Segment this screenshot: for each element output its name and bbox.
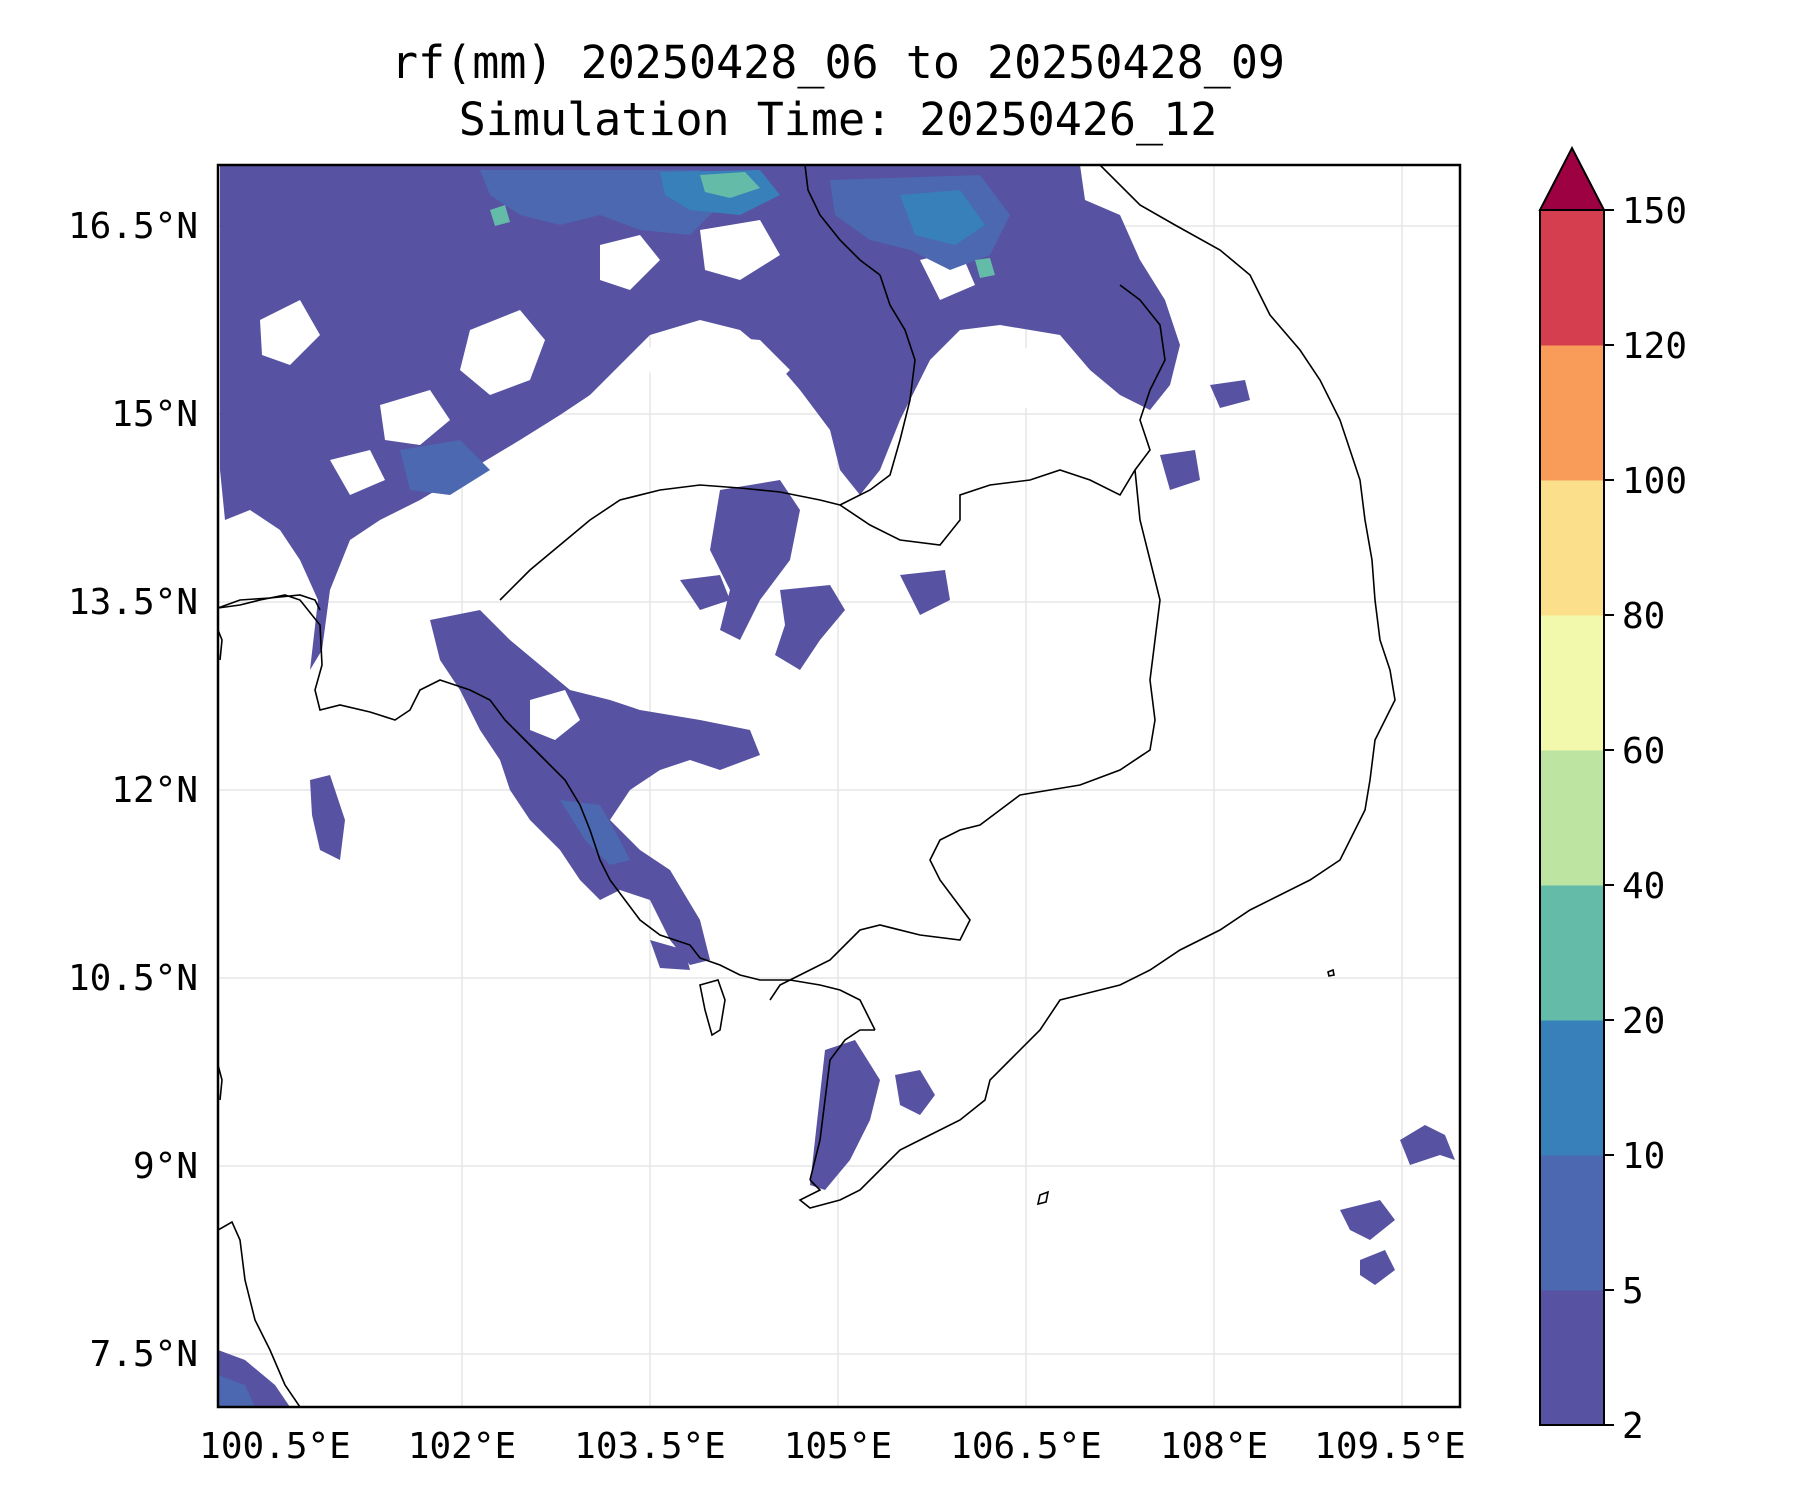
colorbar-frame <box>1539 209 1605 1426</box>
colorbar-tick-label-80: 80 <box>1622 596 1665 637</box>
lon-tick-label-109-5: 109.5°E <box>1314 1426 1466 1467</box>
colorbar-segment-2-5 <box>1540 1290 1604 1426</box>
rain-region-southwest-dark <box>560 800 630 865</box>
coastline-mekong-delta <box>798 989 1101 1209</box>
coastline-west-left-2 <box>218 1064 223 1101</box>
colorbar: 2 5 10 20 40 60 80 100 120 150 <box>1538 145 1687 1447</box>
rain-gap-5 <box>700 220 780 280</box>
coastline-gulf-thailand <box>218 594 876 1031</box>
colorbar-tick-label-60: 60 <box>1622 731 1665 772</box>
rain-region-central-b <box>775 585 845 670</box>
rain-region-5-10-c <box>400 440 490 495</box>
rain-region-east-c <box>1360 1250 1395 1285</box>
lat-tick-label-10-5: 10.5°N <box>68 958 198 999</box>
colorbar-tick-label-120: 120 <box>1622 326 1687 367</box>
rain-region-east-d <box>1210 380 1250 408</box>
colorbar-segment-5-10 <box>1540 1155 1604 1291</box>
coastline-delta-west <box>809 1029 875 1181</box>
rain-region-central-d <box>900 570 950 615</box>
rain-region-phuquoc-cell <box>650 940 690 970</box>
map-frame <box>216 163 1462 1409</box>
colorbar-segment-60-80 <box>1540 615 1604 751</box>
rain-region-delta-b <box>895 1070 935 1115</box>
rain-region-east-e <box>1160 450 1200 490</box>
lon-tick-label-103-5: 103.5°E <box>574 1426 726 1467</box>
lon-tick-label-102: 102°E <box>408 1426 516 1467</box>
border-cambodia-laos <box>839 274 916 506</box>
rain-region-20-40-b <box>490 205 510 226</box>
map-panel <box>218 165 1460 1407</box>
rain-region-10-20-b <box>900 190 985 245</box>
lat-tick-label-16-5: 16.5°N <box>68 206 198 247</box>
rain-region-central-c <box>680 575 730 610</box>
rain-region-5-10-a <box>480 170 720 235</box>
coastline-west-left <box>218 629 223 661</box>
colorbar-tick-label-5: 5 <box>1622 1271 1644 1312</box>
lat-tick-label-9: 9°N <box>133 1146 198 1187</box>
coastline-vietnam-east <box>1099 165 1396 991</box>
coastline-small-island <box>1327 968 1335 977</box>
colorbar-segment-80-100 <box>1540 480 1604 616</box>
colorbar-segment-40-60 <box>1540 750 1604 886</box>
colorbar-segment-20-40 <box>1540 885 1604 1021</box>
colorbar-tick-label-150: 150 <box>1622 191 1687 232</box>
colorbar-tick-label-2: 2 <box>1622 1406 1644 1447</box>
rain-gap-7 <box>330 450 385 495</box>
rain-region-20-40-c <box>975 258 995 278</box>
rain-region-central-a <box>710 480 800 640</box>
rain-region-southwest-band <box>430 610 760 965</box>
border-laos-thailand-north <box>804 165 881 276</box>
colorbar-segment-100-120 <box>1540 345 1604 481</box>
colorbar-segment-10-20 <box>1540 1020 1604 1156</box>
lon-tick-label-100-5: 100.5°E <box>199 1426 351 1467</box>
lat-tick-label-13-5: 13.5°N <box>68 582 198 623</box>
rain-region-gulf-cell <box>310 775 345 860</box>
rain-gap-9 <box>1000 345 1060 410</box>
border-thailand-cambodia <box>499 484 841 601</box>
lat-tick-label-15: 15°N <box>111 394 198 435</box>
lon-tick-labels: 100.5°E 102°E 103.5°E 105°E 106.5°E 108°… <box>199 1426 1466 1467</box>
lat-tick-label-12: 12°N <box>111 770 198 811</box>
colorbar-tick-label-40: 40 <box>1622 866 1665 907</box>
lon-tick-label-108: 108°E <box>1160 1426 1268 1467</box>
rain-region-20-40-a <box>700 172 760 198</box>
rainfall-contours <box>218 165 1455 1407</box>
lon-tick-label-105: 105°E <box>784 1426 892 1467</box>
rain-gap-sw <box>530 690 580 740</box>
rain-gap-4 <box>260 300 320 365</box>
lat-tick-label-7-5: 7.5°N <box>90 1334 198 1375</box>
coastline-malay <box>218 1220 301 1407</box>
coastlines-borders <box>218 165 1396 1407</box>
rain-region-east-b <box>1340 1200 1395 1240</box>
colorbar-extend-max-arrow <box>1538 145 1606 211</box>
rain-region-sw-corner-dark <box>218 1375 255 1407</box>
rain-gap-8 <box>640 335 790 410</box>
colorbar-tick-label-10: 10 <box>1622 1136 1665 1177</box>
border-cambodia-vietnam-south <box>769 469 1161 1001</box>
rain-region-east-a <box>1400 1125 1455 1165</box>
colorbar-tick-label-20: 20 <box>1622 1001 1665 1042</box>
lon-tick-label-106-5: 106.5°E <box>950 1426 1102 1467</box>
rain-gap-2 <box>600 235 660 290</box>
lat-tick-labels: 16.5°N 15°N 13.5°N 12°N 10.5°N 9°N 7.5°N <box>68 206 198 1375</box>
rain-gap-1 <box>460 310 545 395</box>
colorbar-tick-label-100: 100 <box>1622 461 1687 502</box>
colorbar-segment-120-150 <box>1540 210 1604 346</box>
coastline-condao <box>1036 1190 1050 1206</box>
rain-gap-3 <box>380 390 450 445</box>
title-line-2: Simulation Time: 20250426_12 <box>459 93 1218 146</box>
border-cambodia-vietnam <box>839 284 1166 546</box>
title-line-1: rf(mm) 20250428_06 to 20250428_09 <box>391 36 1285 89</box>
coastline-phuquoc <box>699 979 726 1037</box>
border-thailand-west <box>218 594 321 611</box>
